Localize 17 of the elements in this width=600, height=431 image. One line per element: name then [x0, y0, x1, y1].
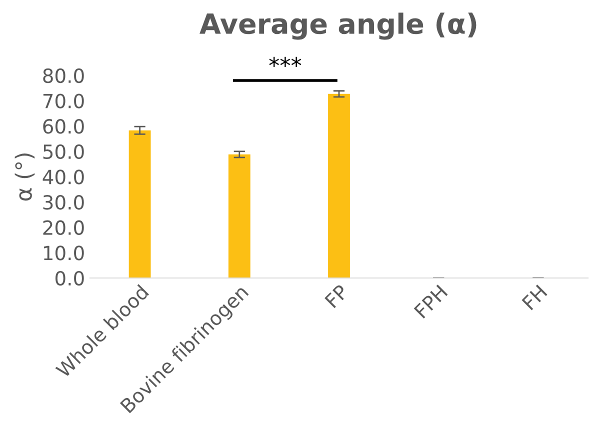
- text: ***: [269, 56, 302, 67]
- y-tick-label: 10.0: [44, 246, 84, 260]
- y-tick-label: 60.0: [43, 119, 84, 134]
- bar: [128, 130, 151, 278]
- y-tick-label: 80.0: [43, 68, 84, 84]
- y-axis-title: α (°): [14, 154, 35, 201]
- x-tick-label: FH: [522, 284, 548, 310]
- bar: [228, 154, 250, 278]
- y-tick-label: 0.0: [56, 270, 84, 286]
- y-tick-label: 40.0: [42, 170, 84, 184]
- bar: [328, 94, 350, 278]
- y-tick-label: 20.0: [43, 220, 84, 236]
- x-tick-label: FP: [324, 284, 349, 308]
- y-tick-label: 30.0: [43, 194, 84, 210]
- y-tick-label: 70.0: [43, 94, 84, 108]
- chart-title: Average angle (α): [200, 12, 476, 40]
- y-tick-label: 50.0: [43, 144, 84, 160]
